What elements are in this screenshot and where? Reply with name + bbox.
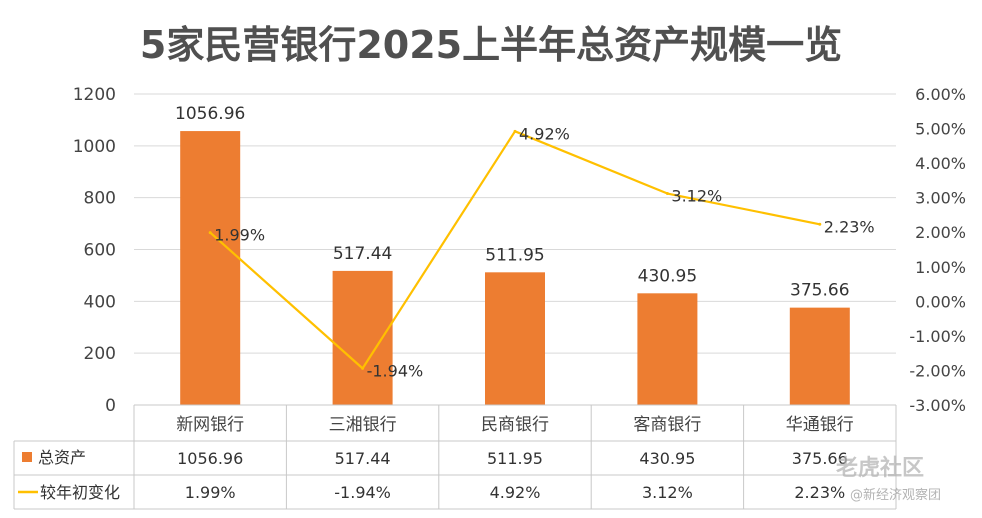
- line-point: [665, 192, 669, 196]
- table-cell: 2.23%: [794, 483, 845, 502]
- bar-data-label: 517.44: [333, 244, 392, 264]
- y-left-tick-label: 1000: [73, 137, 116, 157]
- data-table: 新网银行 1056.96 1.99% 三湘银行 517.44 -1.94% 民商银行 511.…: [13, 404, 897, 510]
- bar-data-labels: 1056.96 517.44 511.95 430.95 375.66: [175, 104, 849, 301]
- table-cell: 1056.96: [177, 449, 243, 468]
- table-cell: 375.66: [792, 449, 848, 468]
- y-left-tick-label: 1200: [73, 85, 116, 105]
- line-series: [208, 129, 822, 370]
- category-label: 新网银行: [176, 415, 244, 435]
- y-right-tick-label: 4.00%: [915, 154, 966, 173]
- y-right-tick-label: 1.00%: [915, 258, 966, 277]
- bar-data-label: 430.95: [638, 266, 697, 286]
- y-right-tick-label: 6.00%: [915, 85, 966, 104]
- legend-label: 较年初变化: [40, 483, 120, 502]
- y-left-tick-label: 200: [84, 344, 116, 364]
- line-data-label: -1.94%: [367, 361, 424, 380]
- line-data-label: 2.23%: [824, 217, 875, 236]
- table-cell: -1.94%: [334, 483, 391, 502]
- y-right-tick-label: -1.00%: [909, 327, 966, 346]
- y-right-tick-label: 0.00%: [915, 292, 966, 311]
- line-point: [208, 231, 212, 235]
- line-point: [361, 366, 365, 370]
- y-right-tick-label: 5.00%: [915, 120, 966, 139]
- legend-label: 总资产: [38, 448, 86, 467]
- bar: [485, 272, 545, 405]
- y-axis-left: 0 200 400 600 800 1000 1200: [73, 85, 116, 416]
- y-right-tick-label: -2.00%: [909, 361, 966, 380]
- watermark-source: @新经济观察团: [850, 488, 942, 503]
- y-axis-right: -3.00% -2.00% -1.00% 0.00% 1.00% 2.00% 3.00% 4.…: [909, 85, 966, 415]
- bar-data-label: 511.95: [485, 245, 544, 265]
- table-cell: 1.99%: [185, 483, 236, 502]
- table-cell: 4.92%: [490, 483, 541, 502]
- category-label: 三湘银行: [329, 415, 397, 435]
- table-cell: 511.95: [487, 449, 543, 468]
- bar: [637, 293, 698, 405]
- table-cell: 517.44: [335, 449, 391, 468]
- y-left-tick-label: 600: [84, 241, 116, 261]
- line-data-label: 4.92%: [519, 124, 570, 143]
- line-data-labels: 1.99% -1.94% 4.92% 3.12% 2.23%: [214, 124, 874, 380]
- y-right-tick-label: -3.00%: [909, 396, 966, 415]
- line-data-label: 1.99%: [214, 226, 265, 245]
- legend-key-bar: [22, 452, 32, 462]
- line-data-label: 3.12%: [671, 187, 722, 206]
- chart-title: 5家民营银行2025上半年总资产规模一览: [139, 23, 843, 67]
- line-point: [818, 222, 822, 226]
- bar: [332, 270, 393, 405]
- bar-data-label: 375.66: [790, 281, 849, 301]
- table-cell: 3.12%: [642, 483, 693, 502]
- table-cell: 430.95: [639, 449, 695, 468]
- y-left-tick-label: 0: [105, 396, 116, 416]
- category-label: 客商银行: [633, 415, 701, 435]
- y-right-tick-label: 2.00%: [915, 223, 966, 242]
- y-left-tick-label: 400: [84, 292, 116, 312]
- y-right-tick-label: 3.00%: [915, 189, 966, 208]
- bar-series: [180, 131, 850, 405]
- category-label: 民商银行: [481, 415, 549, 435]
- bar: [789, 307, 850, 405]
- watermark-brand: 老虎社区: [836, 456, 925, 481]
- category-label: 华通银行: [786, 415, 854, 435]
- y-left-tick-label: 800: [84, 189, 116, 209]
- line-point: [513, 129, 517, 133]
- bar: [180, 131, 241, 405]
- bar-data-label: 1056.96: [175, 104, 245, 124]
